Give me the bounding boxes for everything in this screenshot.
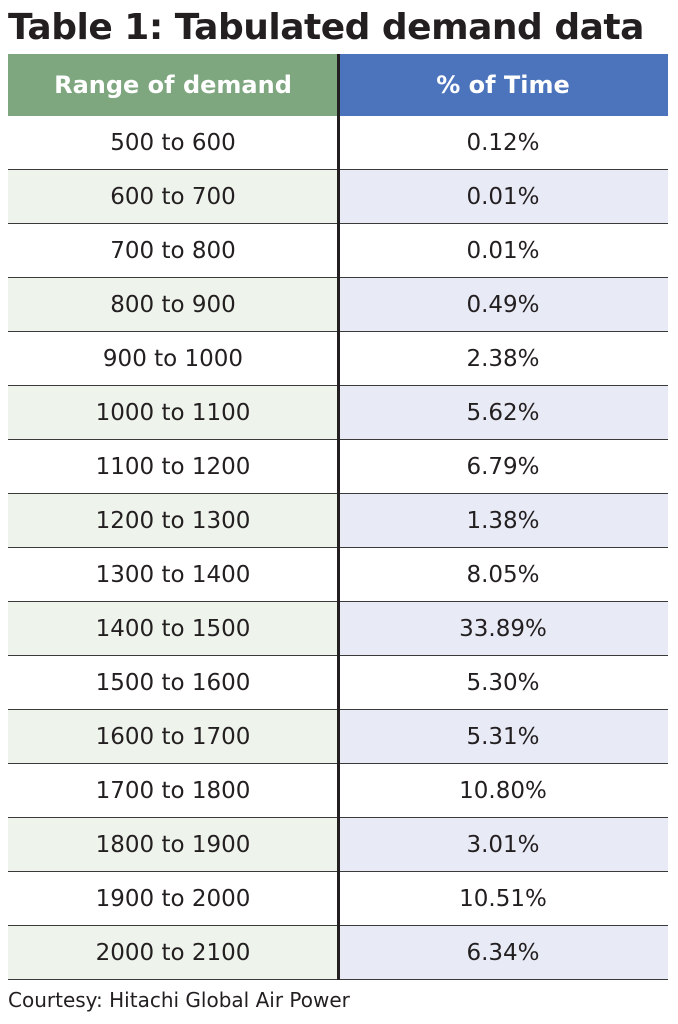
table-row: 1000 to 1100 5.62%: [8, 386, 668, 440]
table-row: 1300 to 1400 8.05%: [8, 548, 668, 602]
table-row: 1100 to 1200 6.79%: [8, 440, 668, 494]
demand-table: Range of demand % of Time 500 to 600 0.12…: [8, 54, 668, 980]
percent-cell: 5.62%: [338, 386, 668, 439]
table-row: 1500 to 1600 5.30%: [8, 656, 668, 710]
percent-cell: 0.49%: [338, 278, 668, 331]
range-cell: 1400 to 1500: [8, 602, 338, 655]
range-cell: 1700 to 1800: [8, 764, 338, 817]
column-divider: [337, 54, 340, 980]
table-row: 700 to 800 0.01%: [8, 224, 668, 278]
header-range-of-demand: Range of demand: [8, 54, 338, 116]
table-row: 1800 to 1900 3.01%: [8, 818, 668, 872]
table-header-row: Range of demand % of Time: [8, 54, 668, 116]
range-cell: 1200 to 1300: [8, 494, 338, 547]
table-title: Table 1: Tabulated demand data: [8, 7, 644, 48]
header-percent-of-time: % of Time: [338, 54, 668, 116]
range-cell: 1600 to 1700: [8, 710, 338, 763]
range-cell: 1800 to 1900: [8, 818, 338, 871]
percent-cell: 2.38%: [338, 332, 668, 385]
range-cell: 1900 to 2000: [8, 872, 338, 925]
table-row: 900 to 1000 2.38%: [8, 332, 668, 386]
percent-cell: 6.34%: [338, 926, 668, 979]
table-row: 800 to 900 0.49%: [8, 278, 668, 332]
percent-cell: 0.12%: [338, 116, 668, 169]
source-credit: Courtesy: Hitachi Global Air Power: [8, 988, 350, 1012]
percent-cell: 33.89%: [338, 602, 668, 655]
range-cell: 1000 to 1100: [8, 386, 338, 439]
table-row: 2000 to 2100 6.34%: [8, 926, 668, 980]
percent-cell: 0.01%: [338, 224, 668, 277]
percent-cell: 5.30%: [338, 656, 668, 709]
range-cell: 1100 to 1200: [8, 440, 338, 493]
percent-cell: 5.31%: [338, 710, 668, 763]
table-row: 1200 to 1300 1.38%: [8, 494, 668, 548]
percent-cell: 10.51%: [338, 872, 668, 925]
table-row: 1700 to 1800 10.80%: [8, 764, 668, 818]
table-row: 500 to 600 0.12%: [8, 116, 668, 170]
range-cell: 700 to 800: [8, 224, 338, 277]
percent-cell: 1.38%: [338, 494, 668, 547]
range-cell: 900 to 1000: [8, 332, 338, 385]
percent-cell: 10.80%: [338, 764, 668, 817]
percent-cell: 6.79%: [338, 440, 668, 493]
table-row: 1900 to 2000 10.51%: [8, 872, 668, 926]
range-cell: 1300 to 1400: [8, 548, 338, 601]
range-cell: 1500 to 1600: [8, 656, 338, 709]
percent-cell: 0.01%: [338, 170, 668, 223]
range-cell: 2000 to 2100: [8, 926, 338, 979]
percent-cell: 8.05%: [338, 548, 668, 601]
range-cell: 600 to 700: [8, 170, 338, 223]
range-cell: 800 to 900: [8, 278, 338, 331]
range-cell: 500 to 600: [8, 116, 338, 169]
percent-cell: 3.01%: [338, 818, 668, 871]
